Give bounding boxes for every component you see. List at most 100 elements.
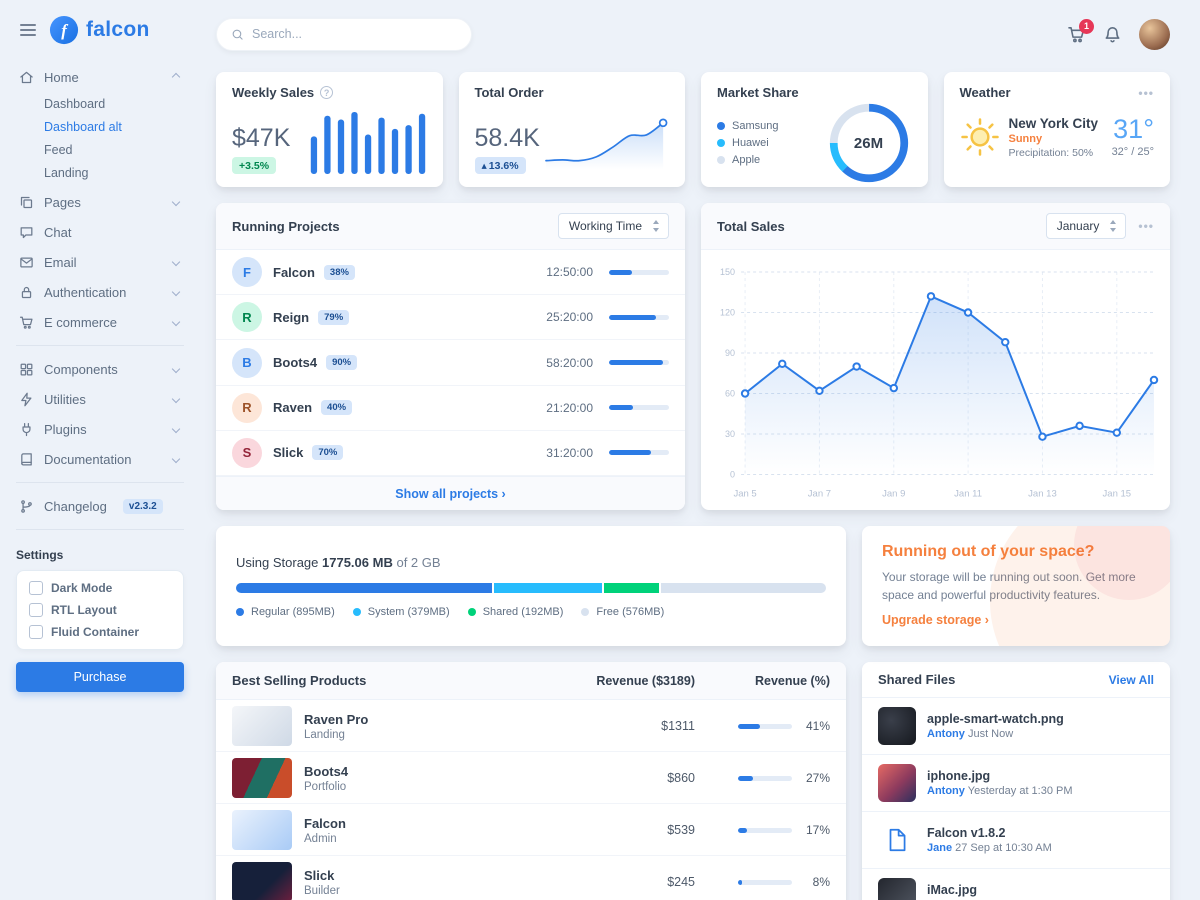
fluid-container-checkbox-input[interactable] xyxy=(29,625,43,639)
product-list: Raven Pro Landing $1311 41% xyxy=(216,700,846,900)
project-name-link[interactable]: Reign xyxy=(273,309,310,325)
svg-text:150: 150 xyxy=(720,267,735,277)
lock-icon xyxy=(18,284,34,300)
sidebar-item-chat[interactable]: Chat xyxy=(16,217,184,247)
sidebar-item-dashboard-alt[interactable]: Dashboard alt xyxy=(44,119,122,134)
falcon-logo[interactable]: f falcon xyxy=(49,15,150,45)
more-options-icon[interactable]: ••• xyxy=(1138,85,1154,100)
product-revenue: $860 xyxy=(667,771,695,785)
chevron-down-icon xyxy=(171,394,181,404)
dark-mode-checkbox-input[interactable] xyxy=(29,581,43,595)
project-progress-bar xyxy=(609,450,669,456)
project-name-link[interactable]: Falcon xyxy=(273,264,315,280)
card-title: Total Order xyxy=(474,85,544,100)
file-name-link[interactable]: Falcon v1.8.2 xyxy=(927,826,1006,840)
user-avatar[interactable] xyxy=(1139,18,1170,50)
notifications-button[interactable] xyxy=(1103,25,1122,44)
question-circle-icon[interactable]: ? xyxy=(320,86,334,99)
storage-label: Using Storage 1775.06 MB of 2 GB xyxy=(236,554,441,570)
product-name-link[interactable]: Raven Pro xyxy=(304,711,369,727)
search-input[interactable] xyxy=(252,27,457,41)
project-name-link[interactable]: Boots4 xyxy=(273,355,318,370)
best-selling-products-card: Best Selling Products Revenue ($3189) Re… xyxy=(216,662,846,900)
project-row: B Boots4 90% 58:20:00 xyxy=(216,340,685,386)
weather-card: Weather ••• New York City Sunny Precipit… xyxy=(943,72,1170,187)
product-thumbnail xyxy=(232,758,292,798)
file-name-link[interactable]: iphone.jpg xyxy=(927,769,991,783)
sidebar-item-plugins[interactable]: Plugins xyxy=(16,414,184,444)
total-sales-line-chart: Jan 5 Jan 7 Jan 9 Jan 11 Jan 13 Jan 15 0 30 60 90… xyxy=(720,267,1159,500)
storage-segment xyxy=(236,582,492,593)
product-category-link[interactable]: Admin xyxy=(304,832,337,845)
file-owner-link[interactable]: Antony xyxy=(927,785,965,797)
sidebar-item-documentation[interactable]: Documentation xyxy=(16,444,184,474)
file-owner-link[interactable]: Antony xyxy=(927,728,965,740)
weather-city: New York City xyxy=(1008,115,1099,131)
file-row: iMac.jpg Rowen 23 Sep at 6:10 PM xyxy=(862,869,1170,900)
product-category-link[interactable]: Builder xyxy=(304,884,340,897)
working-time-select[interactable]: Working Time xyxy=(557,213,669,239)
settings-panel: Dark Mode RTL Layout Fluid Container xyxy=(16,570,184,650)
svg-text:90: 90 xyxy=(725,348,735,358)
documentation-icon xyxy=(18,451,34,467)
chevron-down-icon xyxy=(171,454,181,464)
file-name-link[interactable]: apple-smart-watch.png xyxy=(927,712,1064,726)
sidebar-item-authentication[interactable]: Authentication xyxy=(16,277,184,307)
sidebar-item-components[interactable]: Components xyxy=(16,354,184,384)
card-title: Shared Files xyxy=(878,672,956,687)
legend-item: Regular (895MB) xyxy=(236,606,335,618)
more-options-icon[interactable]: ••• xyxy=(1138,219,1154,233)
product-row: Boots4 Portfolio $860 27% xyxy=(216,752,846,804)
chevron-up-icon xyxy=(171,72,181,82)
project-avatar: R xyxy=(232,302,262,333)
project-progress-badge: 38% xyxy=(323,264,355,280)
product-name-link[interactable]: Boots4 xyxy=(304,763,349,779)
view-all-link[interactable]: View All xyxy=(1108,672,1154,687)
fluid-container-checkbox[interactable]: Fluid Container xyxy=(29,625,171,639)
market-share-card: Market Share Samsung Hu xyxy=(701,72,928,187)
sidebar-item-changelog[interactable]: Changelog v2.3.2 xyxy=(16,491,184,521)
sidebar-item-home[interactable]: Home xyxy=(16,62,184,92)
show-all-projects-link[interactable]: Show all projects › xyxy=(395,487,506,501)
menu-toggle-button[interactable] xyxy=(16,20,40,40)
sidebar-item-pages[interactable]: Pages xyxy=(16,187,184,217)
month-select[interactable]: January xyxy=(1045,213,1127,239)
sidebar: f falcon Home Dashboard Dashboard alt Fe… xyxy=(0,0,200,900)
svg-text:0: 0 xyxy=(730,469,735,479)
sidebar-item-email[interactable]: Email xyxy=(16,247,184,277)
project-progress-bar xyxy=(609,314,669,320)
product-name-link[interactable]: Slick xyxy=(304,867,335,883)
sidebar-item-landing[interactable]: Landing xyxy=(44,165,89,180)
product-category-link[interactable]: Portfolio xyxy=(304,780,347,793)
product-category-link[interactable]: Landing xyxy=(304,728,345,741)
product-name-link[interactable]: Falcon xyxy=(304,815,346,831)
file-thumbnail xyxy=(878,707,916,745)
dark-mode-checkbox[interactable]: Dark Mode xyxy=(29,581,171,595)
product-revenue-bar xyxy=(738,879,792,885)
project-name-link[interactable]: Slick xyxy=(273,445,304,461)
file-row: Falcon v1.8.2 Jane 27 Sep at 10:30 AM xyxy=(862,812,1170,869)
svg-text:120: 120 xyxy=(720,308,735,318)
file-name-link[interactable]: iMac.jpg xyxy=(927,883,978,897)
file-owner-link[interactable]: Jane xyxy=(927,842,953,854)
card-title: Total Sales xyxy=(717,218,785,234)
file-icon xyxy=(878,821,916,859)
legend-label: Samsung xyxy=(732,120,779,132)
sidebar-item-ecommerce[interactable]: E commerce xyxy=(16,307,184,337)
project-name-link[interactable]: Raven xyxy=(273,400,313,416)
sidebar-item-utilities[interactable]: Utilities xyxy=(16,384,184,414)
svg-text:60: 60 xyxy=(725,389,735,399)
cart-button[interactable]: 1 xyxy=(1067,18,1094,44)
storage-legend: Regular (895MB) System (379MB) Shared (1… xyxy=(236,606,826,618)
search-icon xyxy=(232,29,243,40)
card-title: Weekly Sales xyxy=(232,85,315,100)
falcon-logo-icon: f xyxy=(49,15,79,45)
sidebar-item-feed[interactable]: Feed xyxy=(44,142,73,157)
rtl-layout-checkbox-input[interactable] xyxy=(29,603,43,617)
rtl-layout-checkbox[interactable]: RTL Layout xyxy=(29,603,171,617)
purchase-button[interactable]: Purchase xyxy=(16,662,184,692)
project-progress-badge: 79% xyxy=(318,309,350,325)
topbar: 1 xyxy=(216,12,1170,56)
upgrade-storage-link[interactable]: Upgrade storage › xyxy=(882,613,989,627)
sidebar-item-dashboard[interactable]: Dashboard xyxy=(44,96,106,111)
